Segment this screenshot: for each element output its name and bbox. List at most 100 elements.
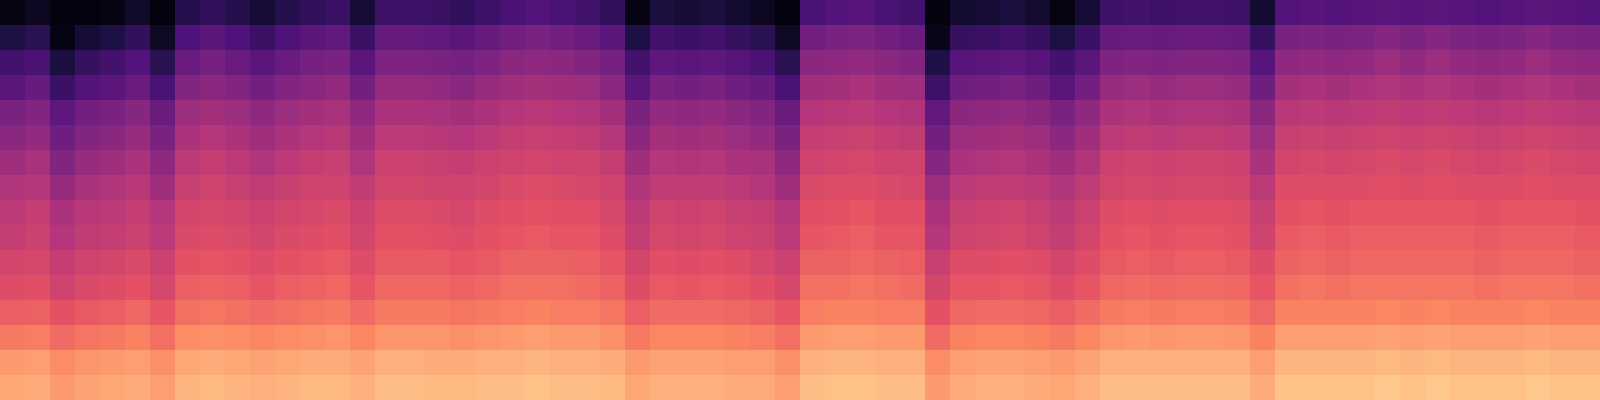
cell xyxy=(1400,125,1426,151)
cell xyxy=(0,350,26,376)
cell xyxy=(1475,250,1501,276)
cell xyxy=(775,225,801,251)
cell xyxy=(850,375,876,400)
cell xyxy=(425,75,451,101)
cell xyxy=(100,275,126,301)
cell xyxy=(925,275,951,301)
cell xyxy=(1175,300,1201,326)
cell xyxy=(1275,175,1301,201)
cell xyxy=(1400,175,1426,201)
cell xyxy=(725,75,751,101)
cell xyxy=(1200,375,1226,400)
cell xyxy=(1500,275,1526,301)
cell xyxy=(1000,275,1026,301)
cell xyxy=(750,250,776,276)
cell xyxy=(1350,150,1376,176)
cell xyxy=(1125,225,1151,251)
cell xyxy=(375,300,401,326)
cell xyxy=(250,150,276,176)
cell xyxy=(75,325,101,351)
cell xyxy=(1500,125,1526,151)
cell xyxy=(1225,350,1251,376)
cell xyxy=(100,150,126,176)
cell xyxy=(75,375,101,400)
cell xyxy=(1075,125,1101,151)
cell xyxy=(0,150,26,176)
cell xyxy=(1475,175,1501,201)
cell xyxy=(0,300,26,326)
cell xyxy=(1100,325,1126,351)
cell xyxy=(625,225,651,251)
cell xyxy=(350,325,376,351)
cell xyxy=(1325,175,1351,201)
cell xyxy=(75,100,101,126)
cell xyxy=(625,275,651,301)
cell xyxy=(1575,350,1600,376)
cell xyxy=(1575,300,1600,326)
cell xyxy=(575,0,601,26)
cell xyxy=(850,0,876,26)
cell xyxy=(325,75,351,101)
cell xyxy=(1375,200,1401,226)
cell xyxy=(25,375,51,400)
cell xyxy=(725,225,751,251)
cell xyxy=(500,275,526,301)
cell xyxy=(600,250,626,276)
cell xyxy=(1450,275,1476,301)
cell xyxy=(600,50,626,76)
cell xyxy=(650,50,676,76)
cell xyxy=(750,25,776,51)
cell xyxy=(850,200,876,226)
cell xyxy=(675,50,701,76)
cell xyxy=(850,75,876,101)
cell xyxy=(1050,225,1076,251)
cell xyxy=(1500,150,1526,176)
cell xyxy=(325,125,351,151)
cell xyxy=(1450,50,1476,76)
cell xyxy=(650,25,676,51)
cell xyxy=(200,150,226,176)
cell xyxy=(1525,75,1551,101)
cell xyxy=(900,100,926,126)
cell xyxy=(675,350,701,376)
cell xyxy=(1225,150,1251,176)
cell xyxy=(725,375,751,400)
cell xyxy=(1225,0,1251,26)
cell xyxy=(625,0,651,26)
cell xyxy=(275,150,301,176)
cell xyxy=(475,350,501,376)
cell xyxy=(400,250,426,276)
cell xyxy=(1175,225,1201,251)
cell xyxy=(950,50,976,76)
cell xyxy=(1025,0,1051,26)
cell xyxy=(1400,50,1426,76)
cell xyxy=(925,75,951,101)
cell xyxy=(675,25,701,51)
cell xyxy=(225,250,251,276)
cell xyxy=(450,350,476,376)
cell xyxy=(1500,25,1526,51)
cell xyxy=(1225,225,1251,251)
cell xyxy=(650,325,676,351)
cell xyxy=(1575,275,1600,301)
cell xyxy=(475,175,501,201)
cell xyxy=(1450,200,1476,226)
cell xyxy=(0,125,26,151)
cell xyxy=(1150,300,1176,326)
cell xyxy=(75,50,101,76)
cell xyxy=(25,275,51,301)
cell xyxy=(500,200,526,226)
cell xyxy=(1450,325,1476,351)
cell xyxy=(725,100,751,126)
cell xyxy=(350,200,376,226)
cell xyxy=(25,300,51,326)
cell xyxy=(1575,375,1600,400)
cell xyxy=(1325,275,1351,301)
cell xyxy=(675,125,701,151)
cell xyxy=(1175,25,1201,51)
cell xyxy=(850,150,876,176)
cell xyxy=(1025,100,1051,126)
cell xyxy=(1300,300,1326,326)
cell xyxy=(200,0,226,26)
cell xyxy=(1025,250,1051,276)
